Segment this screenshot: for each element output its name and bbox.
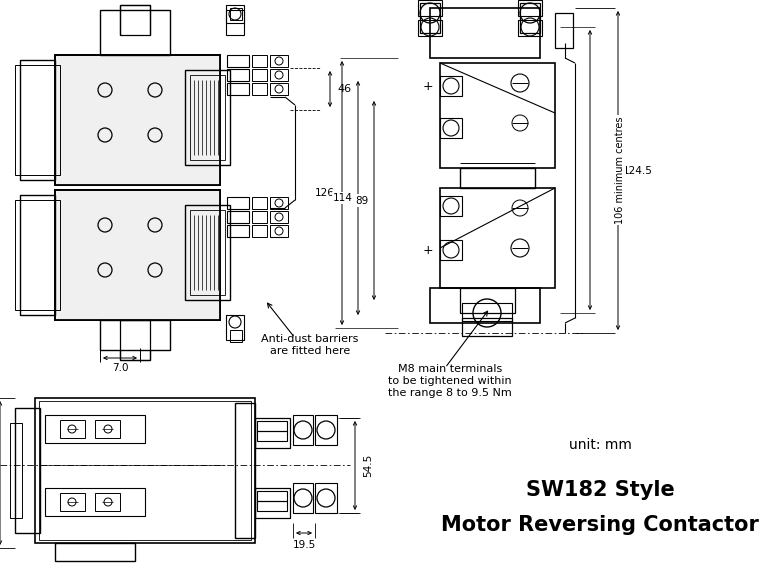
Bar: [252, 83, 267, 95]
Bar: [190, 75, 225, 160]
Text: Anti-dust barriers
are fitted here: Anti-dust barriers are fitted here: [261, 334, 359, 356]
Bar: [440, 63, 555, 168]
Text: Motor Reversing Contactor: Motor Reversing Contactor: [441, 515, 759, 535]
Bar: [55, 55, 220, 185]
Bar: [430, 8, 540, 58]
Bar: [270, 83, 288, 95]
Bar: [227, 225, 249, 237]
Bar: [55, 55, 220, 185]
Text: M8 main terminals
to be tightened within
the range 8 to 9.5 Nm: M8 main terminals to be tightened within…: [388, 364, 512, 397]
Bar: [120, 5, 150, 35]
Bar: [255, 418, 290, 448]
Bar: [255, 488, 290, 518]
Bar: [440, 76, 462, 96]
Text: 46: 46: [338, 84, 352, 94]
Bar: [227, 211, 249, 223]
Bar: [418, 0, 442, 16]
Bar: [60, 420, 85, 438]
Bar: [39, 401, 251, 540]
Bar: [227, 197, 249, 209]
Bar: [257, 491, 287, 501]
Bar: [120, 320, 150, 360]
Bar: [95, 420, 120, 438]
Bar: [257, 421, 287, 431]
Bar: [252, 211, 267, 223]
Bar: [55, 55, 220, 185]
Text: +: +: [423, 79, 433, 93]
Bar: [460, 168, 535, 188]
Bar: [270, 197, 288, 209]
Bar: [227, 83, 249, 95]
Text: 106 minimum centres: 106 minimum centres: [615, 116, 625, 224]
Bar: [15, 408, 40, 533]
Bar: [15, 200, 60, 310]
Text: +: +: [423, 244, 433, 258]
Bar: [185, 70, 230, 165]
Bar: [55, 190, 220, 320]
Bar: [235, 403, 255, 538]
Bar: [60, 493, 85, 511]
Bar: [418, 20, 442, 36]
Text: 89: 89: [356, 195, 369, 206]
Bar: [190, 210, 225, 295]
Text: SW182 Style: SW182 Style: [526, 480, 674, 500]
Bar: [20, 195, 55, 315]
Bar: [227, 55, 249, 67]
Bar: [55, 543, 135, 561]
Bar: [20, 60, 55, 180]
Bar: [270, 211, 288, 223]
Bar: [55, 190, 220, 320]
Bar: [35, 398, 255, 543]
Bar: [226, 10, 244, 35]
Bar: [440, 188, 555, 288]
Bar: [252, 197, 267, 209]
Text: 124.5: 124.5: [623, 166, 653, 175]
Bar: [15, 65, 60, 175]
Bar: [45, 415, 145, 443]
Text: unit: mm: unit: mm: [568, 438, 632, 452]
Bar: [430, 288, 540, 323]
Bar: [252, 225, 267, 237]
Bar: [520, 3, 540, 33]
Text: 126: 126: [315, 188, 335, 198]
Bar: [315, 483, 337, 513]
Bar: [257, 501, 287, 511]
Bar: [95, 493, 120, 511]
Bar: [270, 55, 288, 67]
Bar: [100, 320, 170, 350]
Bar: [293, 483, 313, 513]
Bar: [462, 318, 512, 336]
Bar: [440, 196, 462, 216]
Text: 7.0: 7.0: [112, 363, 128, 373]
Bar: [257, 431, 287, 441]
Bar: [460, 288, 515, 313]
Bar: [226, 315, 244, 340]
Bar: [462, 303, 512, 321]
Bar: [420, 3, 440, 33]
Bar: [252, 55, 267, 67]
Bar: [230, 8, 242, 20]
Bar: [55, 190, 220, 320]
Bar: [230, 330, 242, 342]
Bar: [555, 13, 573, 48]
Bar: [440, 240, 462, 260]
Bar: [518, 0, 542, 16]
Bar: [10, 423, 22, 518]
Text: 114: 114: [333, 193, 353, 203]
Bar: [100, 10, 170, 55]
Bar: [45, 488, 145, 516]
Bar: [227, 69, 249, 81]
Bar: [226, 5, 244, 23]
Bar: [315, 415, 337, 445]
Bar: [252, 69, 267, 81]
Bar: [440, 118, 462, 138]
Bar: [270, 225, 288, 237]
Bar: [518, 20, 542, 36]
Bar: [270, 69, 288, 81]
Text: 19.5: 19.5: [293, 540, 315, 550]
Bar: [185, 205, 230, 300]
Bar: [293, 415, 313, 445]
Text: 54.5: 54.5: [363, 454, 373, 477]
